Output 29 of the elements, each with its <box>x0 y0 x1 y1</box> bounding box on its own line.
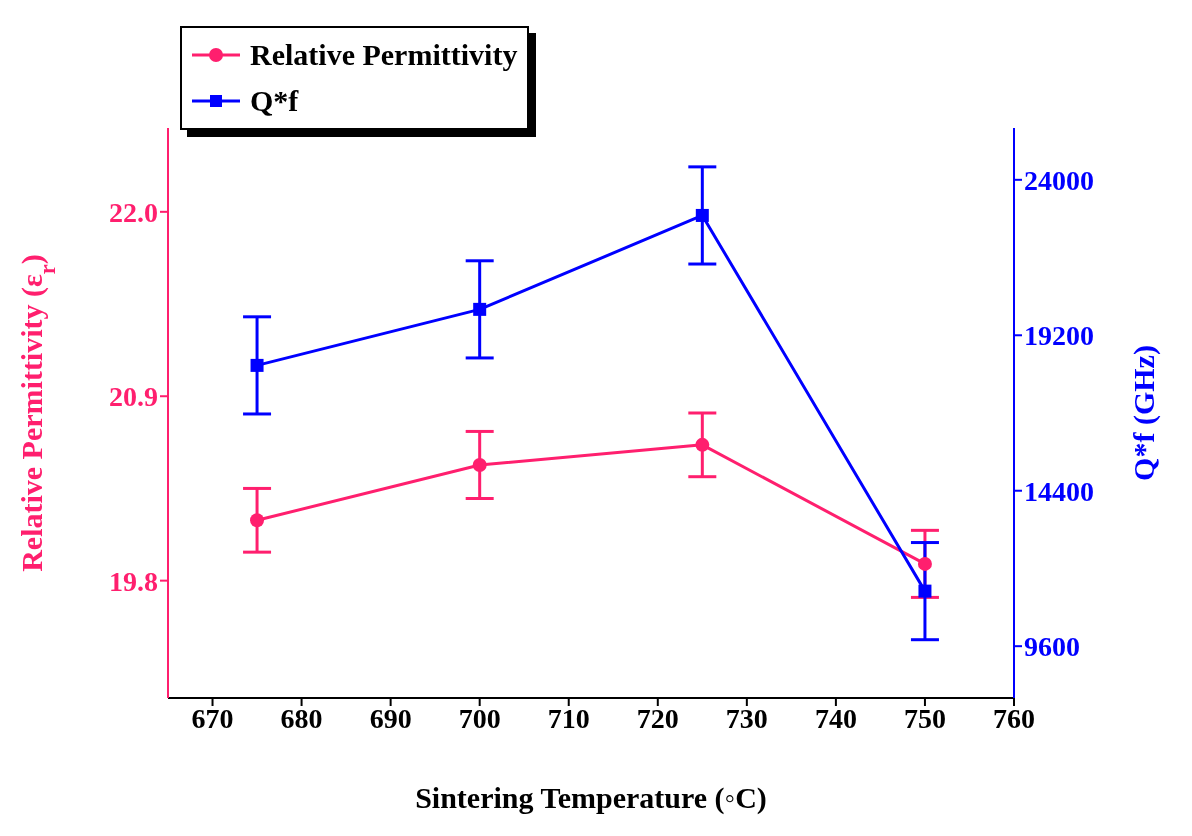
x-tick-label: 690 <box>369 702 412 734</box>
x-tick-label: 730 <box>725 702 768 734</box>
y2-axis-title: Q*f (GHz) <box>1127 345 1161 481</box>
x-tick-label: 670 <box>191 702 234 734</box>
y2-tick-label: 9600 <box>1024 631 1080 663</box>
point <box>917 556 932 571</box>
point <box>695 208 709 222</box>
point <box>472 457 487 472</box>
y-tick-label: 22.0 <box>109 196 158 228</box>
x-tick-label: 740 <box>814 702 857 734</box>
y-tick-label: 19.8 <box>109 565 158 597</box>
legend-label: Relative Permittivity <box>250 37 518 73</box>
point <box>695 437 710 452</box>
point <box>473 302 487 316</box>
legend-label: Q*f <box>250 83 299 119</box>
x-tick-label: 700 <box>458 702 501 734</box>
point <box>250 513 265 528</box>
point <box>918 584 932 598</box>
y2-tick-label: 24000 <box>1024 164 1094 196</box>
y2-tick-label: 19200 <box>1024 320 1094 352</box>
point <box>250 358 264 372</box>
y2-tick-label: 14400 <box>1024 475 1094 507</box>
x-axis-title: Sintering Temperature (◦C) <box>415 781 767 815</box>
y-tick-label: 20.9 <box>109 381 158 413</box>
x-tick-label: 680 <box>280 702 323 734</box>
x-tick-label: 750 <box>903 702 946 734</box>
x-tick-label: 720 <box>636 702 679 734</box>
x-tick-label: 710 <box>547 702 590 734</box>
x-tick-label: 760 <box>993 702 1035 734</box>
